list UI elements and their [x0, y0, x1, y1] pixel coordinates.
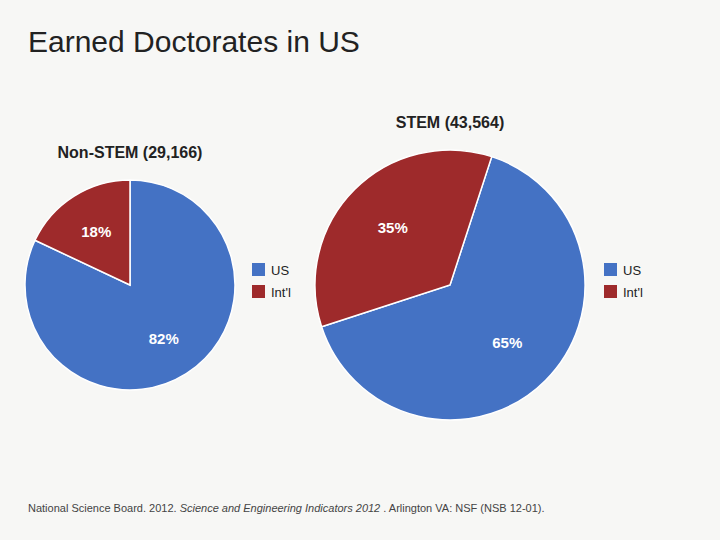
subtitle: STEM (43,564) [396, 114, 504, 131]
pie-slice [25, 180, 235, 390]
legend-swatch [604, 263, 617, 276]
legend-swatch [252, 263, 265, 276]
pie-chart: Non-STEM (29,166) 82% 18% US Int'l [25, 144, 291, 390]
chart: Earned Doctorates in US Non-STEM (29,166)… [0, 0, 720, 540]
pie-slice [35, 180, 130, 285]
legend: US Int'l [252, 263, 291, 300]
pie-chart: STEM (43,564) 65% 35% US Int'l [315, 114, 643, 420]
subtitle: Non-STEM (29,166) [58, 144, 203, 161]
footnote-part: Science and Engineering Indicators 2012 [180, 502, 381, 514]
title: Earned Doctorates in US [28, 25, 360, 58]
legend: US Int'l [604, 263, 643, 300]
footnote: National Science Board. 2012. Science an… [28, 502, 545, 514]
data-label: 18% [81, 223, 111, 240]
data-label: 65% [492, 334, 522, 351]
footnote-part: National Science Board. 2012. [28, 502, 180, 514]
legend-entry: Int'l [271, 285, 291, 300]
legend-swatch [604, 285, 617, 298]
data-label: 35% [378, 219, 408, 236]
legend-entry: Int'l [623, 285, 643, 300]
legend-entry: US [271, 263, 289, 278]
legend-swatch [252, 285, 265, 298]
background [0, 0, 720, 540]
legend-entry: US [623, 263, 641, 278]
footnote-part: . Arlington VA: NSF (NSB 12-01). [380, 502, 544, 514]
pie-slice [315, 150, 492, 327]
data-label: 82% [149, 330, 179, 347]
